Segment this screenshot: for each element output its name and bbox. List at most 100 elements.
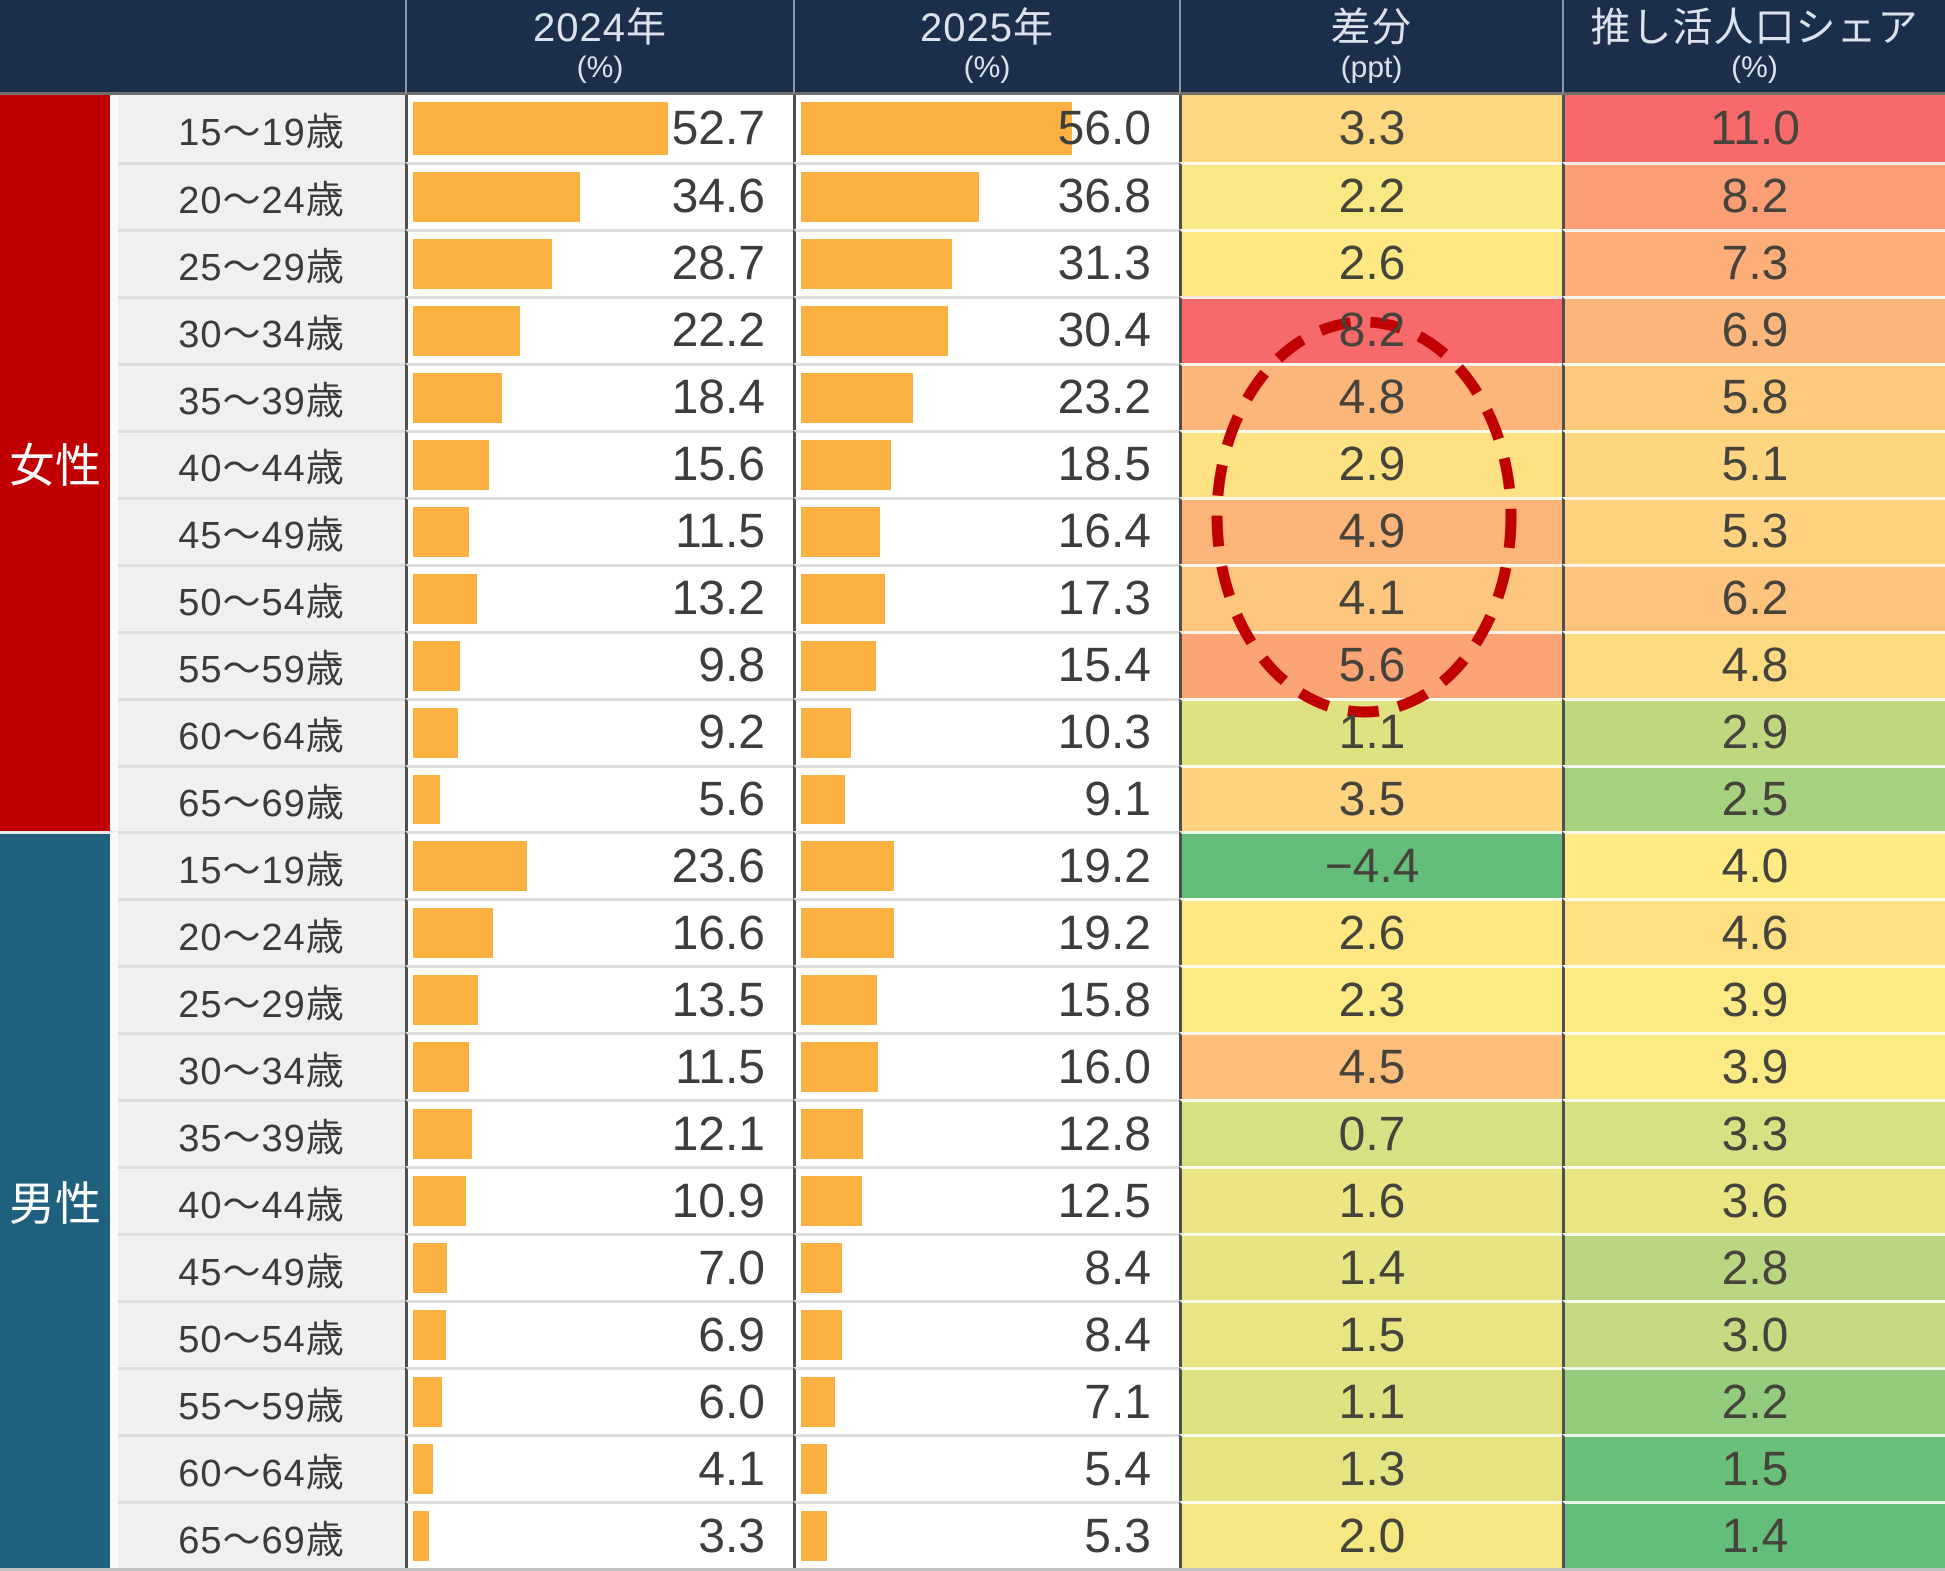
rate-bar [801, 1243, 842, 1294]
bar-cell-2025年: 16.4 [793, 496, 1179, 564]
age-cell: 40～44歳 [118, 1166, 405, 1234]
bar-value: 13.2 [671, 572, 765, 626]
bar-value: 9.8 [698, 639, 765, 693]
age-cell: 25～29歳 [118, 965, 405, 1033]
header-unit: (ppt) [1340, 51, 1403, 85]
bar-cell-2025年: 18.5 [793, 429, 1179, 497]
header-corner [0, 0, 405, 95]
bar-cell-2024年: 7.0 [405, 1233, 793, 1301]
bar-cell-2025年: 16.0 [793, 1032, 1179, 1100]
rate-bar [413, 1109, 472, 1160]
diff-value: 1.6 [1338, 1174, 1406, 1228]
bar-value: 7.1 [1084, 1375, 1151, 1429]
bar-cell-2025年: 9.1 [793, 764, 1179, 832]
bar-cell-2024年: 28.7 [405, 228, 793, 296]
bar-value: 8.4 [1084, 1241, 1151, 1295]
bar-cell-2025年: 19.2 [793, 831, 1179, 899]
rate-bar [801, 238, 952, 289]
share-cell: 3.3 [1562, 1099, 1945, 1167]
bar-value: 5.4 [1084, 1442, 1151, 1496]
diff-value: 4.1 [1338, 572, 1406, 626]
rate-bar [413, 908, 493, 959]
diff-value: 2.0 [1338, 1509, 1406, 1563]
bar-value: 52.7 [671, 101, 765, 155]
rate-bar [801, 975, 877, 1026]
bar-value: 5.6 [698, 773, 765, 826]
diff-value: 1.3 [1338, 1442, 1406, 1496]
diff-value: 4.5 [1338, 1040, 1406, 1094]
rate-bar [413, 1042, 469, 1093]
rate-bar [413, 439, 489, 490]
diff-value: 1.1 [1338, 706, 1406, 760]
share-cell: 8.2 [1562, 161, 1945, 229]
age-cell: 55～59歳 [118, 630, 405, 698]
rate-bar [413, 171, 580, 222]
share-value: 3.3 [1721, 1107, 1789, 1161]
share-cell: 7.3 [1562, 228, 1945, 296]
share-value: 4.8 [1721, 639, 1789, 693]
bar-value: 15.4 [1057, 639, 1151, 693]
bar-value: 23.2 [1057, 371, 1151, 425]
diff-cell: 4.1 [1179, 563, 1562, 631]
diff-cell: 2.6 [1179, 228, 1562, 296]
bar-value: 11.5 [675, 505, 765, 559]
share-cell: 5.3 [1562, 496, 1945, 564]
bar-value: 23.6 [671, 839, 765, 893]
rate-bar [413, 1444, 433, 1495]
bar-value: 9.1 [1084, 773, 1151, 826]
diff-value: 2.3 [1338, 973, 1406, 1027]
header-2025: 2025年 (%) [793, 0, 1179, 95]
share-value: 6.2 [1721, 572, 1789, 626]
diff-cell: 2.3 [1179, 965, 1562, 1033]
diff-cell: 2.2 [1179, 161, 1562, 229]
bar-value: 12.5 [1057, 1174, 1151, 1228]
share-cell: 5.1 [1562, 429, 1945, 497]
bar-value: 6.9 [698, 1308, 765, 1362]
share-value: 4.0 [1721, 839, 1789, 893]
rate-bar [801, 372, 913, 423]
bar-cell-2024年: 18.4 [405, 362, 793, 430]
bar-value: 36.8 [1057, 170, 1151, 224]
bar-value: 22.2 [671, 304, 765, 358]
share-value: 8.2 [1721, 170, 1789, 224]
bar-cell-2024年: 11.5 [405, 496, 793, 564]
share-value: 2.9 [1721, 706, 1789, 760]
bar-value: 30.4 [1057, 304, 1151, 358]
diff-cell: 1.1 [1179, 697, 1562, 765]
share-cell: 3.0 [1562, 1300, 1945, 1368]
age-cell: 65～69歳 [118, 764, 405, 832]
bar-value: 31.3 [1057, 237, 1151, 291]
diff-cell: 1.3 [1179, 1434, 1562, 1502]
bar-value: 17.3 [1057, 572, 1151, 626]
bar-cell-2025年: 31.3 [793, 228, 1179, 296]
bar-value: 19.2 [1057, 839, 1151, 893]
bar-cell-2024年: 34.6 [405, 161, 793, 229]
share-cell: 2.9 [1562, 697, 1945, 765]
bar-value: 9.2 [698, 706, 765, 760]
rate-bar [801, 707, 851, 758]
age-cell: 35～39歳 [118, 1099, 405, 1167]
share-value: 5.1 [1721, 438, 1789, 492]
diff-cell: 2.0 [1179, 1501, 1562, 1568]
bar-value: 4.1 [698, 1442, 765, 1496]
bar-cell-2024年: 9.8 [405, 630, 793, 698]
bar-cell-2024年: 23.6 [405, 831, 793, 899]
age-cell: 15～19歳 [118, 95, 405, 162]
bar-cell-2024年: 22.2 [405, 295, 793, 363]
bar-cell-2025年: 12.8 [793, 1099, 1179, 1167]
age-cell: 20～24歳 [118, 161, 405, 229]
share-value: 3.6 [1721, 1174, 1789, 1228]
header-unit: (%) [1731, 51, 1778, 85]
diff-value: 1.1 [1338, 1375, 1406, 1429]
share-value: 3.9 [1721, 1040, 1789, 1094]
rate-bar [413, 707, 458, 758]
header-label: 差分 [1330, 6, 1413, 51]
diff-cell: 8.2 [1179, 295, 1562, 363]
diff-cell: −4.4 [1179, 831, 1562, 899]
bar-cell-2025年: 5.4 [793, 1434, 1179, 1502]
rate-bar [801, 1109, 863, 1160]
rate-bar [413, 975, 478, 1026]
bar-cell-2024年: 52.7 [405, 95, 793, 162]
share-cell: 3.6 [1562, 1166, 1945, 1234]
age-cell: 50～54歳 [118, 563, 405, 631]
